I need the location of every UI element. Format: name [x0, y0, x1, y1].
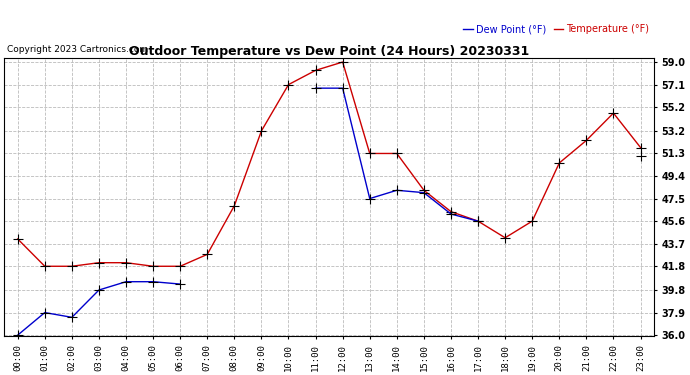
Title: Outdoor Temperature vs Dew Point (24 Hours) 20230331: Outdoor Temperature vs Dew Point (24 Hou…: [129, 45, 529, 58]
Legend: Dew Point (°F), Temperature (°F): Dew Point (°F), Temperature (°F): [463, 24, 649, 34]
Text: Copyright 2023 Cartronics.com: Copyright 2023 Cartronics.com: [7, 45, 148, 54]
